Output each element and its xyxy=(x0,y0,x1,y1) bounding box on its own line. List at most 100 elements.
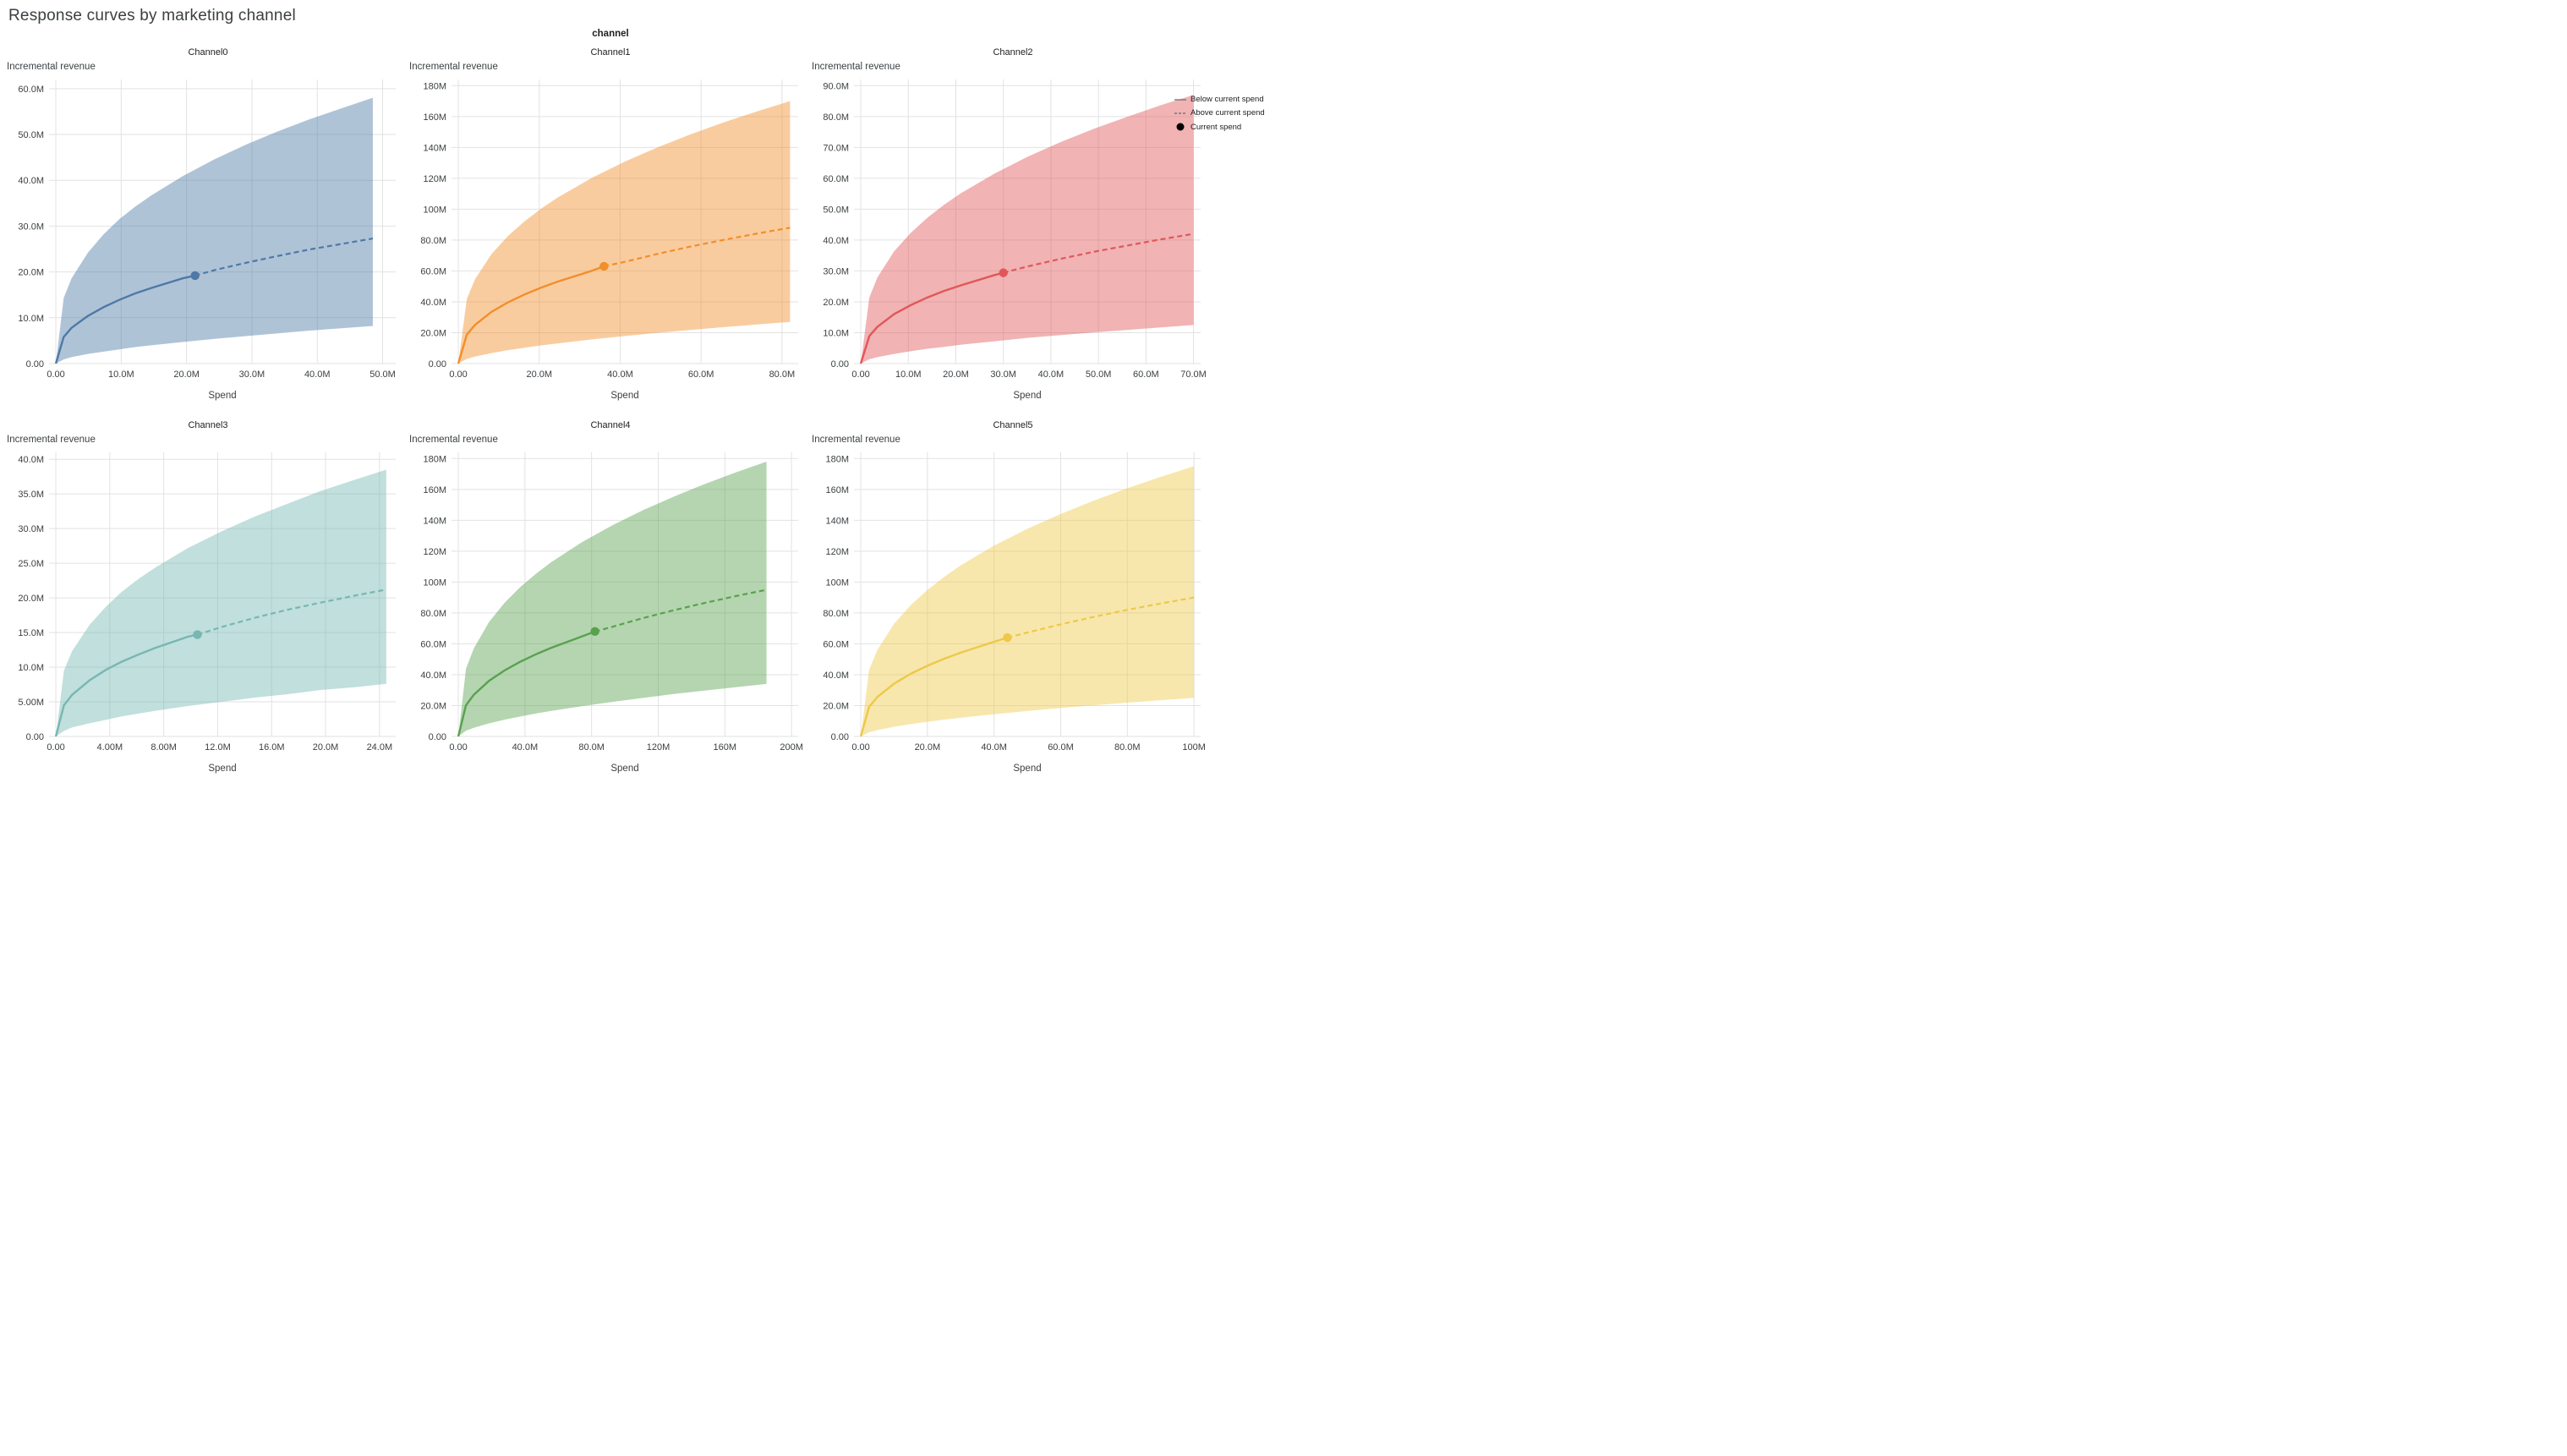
y-tick-label: 60.0M xyxy=(823,639,849,649)
y-tick-label: 80.0M xyxy=(823,609,849,619)
y-tick-label: 120M xyxy=(423,174,446,184)
y-tick-label: 0.00 xyxy=(26,732,44,742)
chart-canvas: 0.00 10.0M 20.0M 30.0M 40.0M 50.0M 0.00 10.0M 20… xyxy=(18,79,396,401)
y-tick-label: 70.0M xyxy=(823,143,849,153)
x-tick-label: 0.00 xyxy=(851,369,869,380)
y-tick-label: 40.0M xyxy=(18,176,44,186)
x-tick-label: 80.0M xyxy=(578,742,605,753)
y-tick-label: 120M xyxy=(423,547,446,557)
y-tick-label: 60.0M xyxy=(18,85,44,95)
credible-interval-band xyxy=(458,461,767,736)
y-tick-label: 160M xyxy=(825,485,849,495)
chart-canvas: 0.00 20.0M 40.0M 60.0M 80.0M 100M 0.00 20.0M 40.… xyxy=(823,452,1206,774)
y-tick-label: 10.0M xyxy=(18,314,44,324)
x-tick-label: 60.0M xyxy=(1048,742,1074,753)
x-tick-label: 30.0M xyxy=(990,369,1016,380)
y-tick-label: 20.0M xyxy=(420,701,446,711)
solid-line-icon xyxy=(1174,98,1186,101)
dot-icon xyxy=(1176,123,1185,131)
chart-channel0: Channel0 Incremental revenue 0.00 10.0M 20.0… xyxy=(7,46,409,407)
current-spend-dot xyxy=(190,271,200,281)
x-tick-label: 40.0M xyxy=(607,369,633,380)
y-tick-label: 20.0M xyxy=(420,328,446,338)
legend-item-below-current-spend: Below current spend xyxy=(1174,95,1281,104)
legend-label: Current spend xyxy=(1190,122,1242,132)
x-axis-label: Spend xyxy=(610,764,638,774)
x-tick-label: 0.00 xyxy=(47,369,64,380)
chart-channel5: Channel5 Incremental revenue 0.00 20.0M 40.0… xyxy=(812,419,1214,780)
current-spend-dot xyxy=(1003,632,1012,643)
x-tick-label: 20.0M xyxy=(173,369,200,380)
x-tick-label: 160M xyxy=(714,742,737,753)
y-axis-label: Incremental revenue xyxy=(7,62,96,72)
y-tick-label: 0.00 xyxy=(831,359,849,369)
y-tick-label: 80.0M xyxy=(420,236,446,246)
chart-channel3: Channel3 Incremental revenue 0.00 4.00M 8.00… xyxy=(7,419,409,780)
y-tick-label: 140M xyxy=(423,516,446,526)
y-tick-label: 60.0M xyxy=(420,639,446,649)
y-tick-label: 100M xyxy=(825,577,849,588)
mean-line-below-current-spend xyxy=(457,630,596,737)
mean-line-below-current-spend xyxy=(859,636,1008,737)
y-tick-label: 10.0M xyxy=(18,663,44,673)
chart-title: Channel5 xyxy=(993,420,1033,430)
x-tick-label: 70.0M xyxy=(1180,369,1207,380)
current-spend-dot xyxy=(590,627,599,637)
x-axis-label: Spend xyxy=(610,391,638,401)
x-tick-label: 80.0M xyxy=(1114,742,1141,753)
y-axis-label: Incremental revenue xyxy=(409,62,498,72)
mean-line-above-current-spend xyxy=(1007,596,1195,639)
dashed-line-icon xyxy=(1174,112,1186,114)
page-title: Response curves by marketing channel xyxy=(8,7,296,25)
y-tick-label: 5.00M xyxy=(18,698,44,708)
chart-channel2: Channel2 Incremental revenue 0.00 10.0M 20.0… xyxy=(812,46,1214,407)
y-tick-label: 20.0M xyxy=(823,298,849,308)
credible-interval-band xyxy=(458,101,791,364)
x-tick-label: 10.0M xyxy=(895,369,922,380)
x-tick-label: 200M xyxy=(780,742,803,753)
credible-interval-band xyxy=(56,469,386,736)
y-tick-label: 20.0M xyxy=(18,594,44,604)
chart-title: Channel3 xyxy=(188,420,228,430)
x-tick-label: 50.0M xyxy=(1086,369,1112,380)
x-tick-label: 0.00 xyxy=(449,742,467,753)
x-tick-label: 120M xyxy=(647,742,670,753)
mean-line-below-current-spend xyxy=(54,633,198,737)
facet-title: channel xyxy=(592,29,629,39)
y-tick-label: 100M xyxy=(423,577,446,588)
x-tick-label: 60.0M xyxy=(1133,369,1159,380)
y-tick-label: 35.0M xyxy=(18,490,44,500)
chart-channel4: Channel4 Incremental revenue 0.00 40.0M 80.0… xyxy=(409,419,812,780)
y-tick-label: 60.0M xyxy=(823,174,849,184)
y-tick-label: 40.0M xyxy=(823,671,849,681)
credible-interval-band xyxy=(861,95,1194,364)
x-axis-label: Spend xyxy=(208,764,236,774)
x-tick-label: 0.00 xyxy=(47,742,64,753)
y-tick-label: 40.0M xyxy=(420,298,446,308)
x-tick-label: 16.0M xyxy=(259,742,285,753)
x-tick-label: 50.0M xyxy=(369,369,396,380)
y-tick-label: 30.0M xyxy=(823,266,849,276)
y-tick-label: 180M xyxy=(423,454,446,464)
chart-title: Channel2 xyxy=(993,47,1033,57)
credible-interval-band xyxy=(861,466,1195,736)
x-tick-label: 40.0M xyxy=(1038,369,1065,380)
y-tick-label: 30.0M xyxy=(18,222,44,232)
y-axis-label: Incremental revenue xyxy=(812,62,900,72)
y-tick-label: 140M xyxy=(825,516,849,526)
x-tick-label: 40.0M xyxy=(304,369,331,380)
y-tick-label: 180M xyxy=(423,81,446,91)
x-tick-label: 20.0M xyxy=(915,742,941,753)
y-tick-label: 20.0M xyxy=(18,268,44,278)
y-tick-label: 160M xyxy=(423,112,446,123)
chart-title: Channel1 xyxy=(590,47,631,57)
mean-line-below-current-spend xyxy=(457,265,605,364)
y-axis-label: Incremental revenue xyxy=(812,435,900,445)
legend-label: Below current spend xyxy=(1190,95,1264,104)
x-tick-label: 10.0M xyxy=(108,369,134,380)
x-tick-label: 60.0M xyxy=(688,369,714,380)
y-tick-label: 40.0M xyxy=(18,455,44,465)
y-tick-label: 90.0M xyxy=(823,81,849,91)
chart-canvas: 0.00 40.0M 80.0M 120M 160M 200M 0.00 20.0M 40.0M… xyxy=(420,452,803,774)
mean-line-above-current-spend xyxy=(594,588,767,632)
